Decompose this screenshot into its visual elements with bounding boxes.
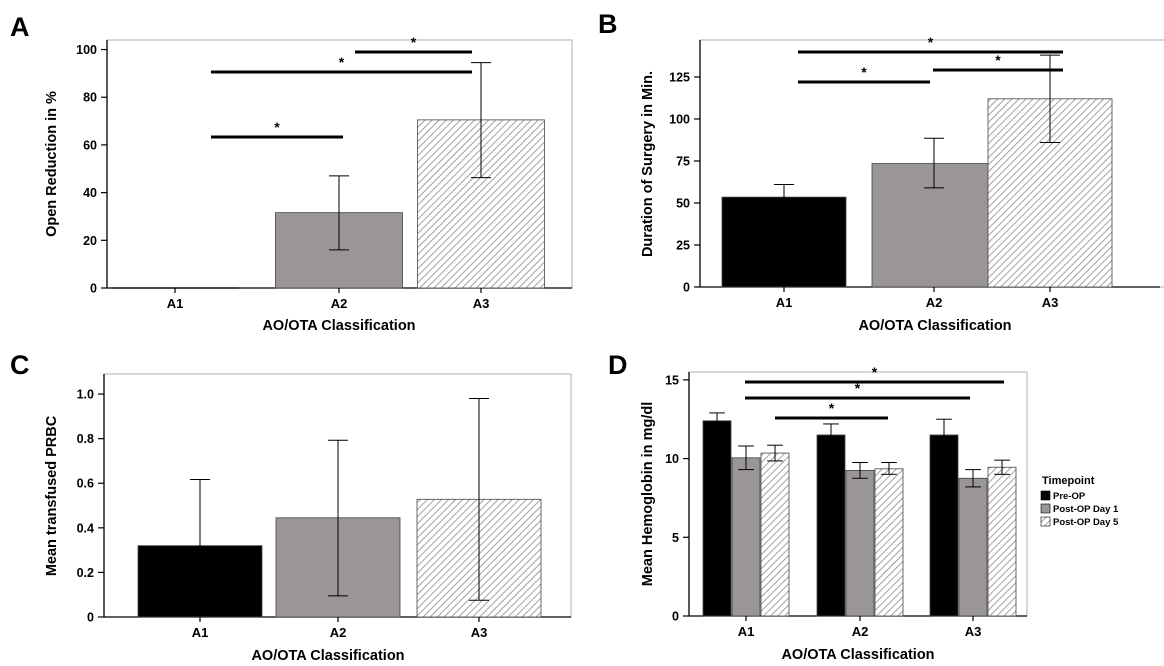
panel-c-category-label: A3 bbox=[471, 625, 488, 640]
panel-c-x-label: AO/OTA Classification bbox=[251, 648, 404, 664]
panel-c-letter: C bbox=[10, 350, 30, 380]
panel-d-bar-a3-series-1 bbox=[929, 434, 959, 617]
panel-a-x-label: AO/OTA Classification bbox=[262, 318, 415, 334]
panel-d-category-label: A2 bbox=[852, 624, 869, 639]
panel-a-category-label: A1 bbox=[167, 296, 184, 311]
panel-a-ytick-label: 100 bbox=[76, 43, 97, 57]
panel-b-ytick-label: 0 bbox=[683, 281, 690, 295]
panel-a-letter: A bbox=[10, 12, 30, 42]
panel-c-ytick-label: 0 bbox=[87, 611, 94, 625]
panel-c-category-label: A2 bbox=[330, 625, 347, 640]
panel-a-ytick-label: 60 bbox=[83, 138, 97, 152]
legend-label-post-op-day-5: Post-OP Day 5 bbox=[1053, 517, 1119, 528]
panel-c-ytick-label: 0.8 bbox=[77, 432, 94, 446]
panel-c-y-label: Mean transfused PRBC bbox=[44, 415, 60, 576]
panel-d-ytick-label: 5 bbox=[672, 531, 679, 545]
panel-b-category-label: A2 bbox=[926, 295, 943, 310]
legend-swatch-pre-op bbox=[1040, 490, 1051, 501]
panel-c-ytick-label: 0.2 bbox=[77, 566, 94, 580]
panel-d-bar-a1-series-1 bbox=[702, 420, 732, 617]
panel-d-significance-star: * bbox=[829, 400, 835, 416]
panel-b-significance-star: * bbox=[928, 34, 934, 50]
panel-a-category-label: A3 bbox=[473, 296, 490, 311]
panel-b-ytick-label: 100 bbox=[669, 112, 690, 126]
panel-a-y-label: Open Reduction in % bbox=[44, 91, 60, 237]
panel-d-legend: Timepoint Pre-OP Post-OP Day 1 Post-OP D… bbox=[1040, 475, 1119, 528]
panel-d-ytick-label: 10 bbox=[665, 452, 679, 466]
panel-b-ytick-label: 75 bbox=[676, 154, 690, 168]
panel-b-bar-a1 bbox=[721, 196, 847, 288]
panel-a-ytick-label: 40 bbox=[83, 186, 97, 200]
panel-d-bar-a1-series-2 bbox=[731, 457, 761, 617]
panel-d-bar-a1-series-3 bbox=[760, 452, 790, 617]
panel-d-bar-a2-series-1 bbox=[816, 434, 846, 617]
panel-a-significance-star: * bbox=[274, 119, 280, 135]
panel-d-bar-a2-series-2 bbox=[845, 469, 875, 617]
panel-a-chart: 0 20 40 60 80 100 * * * A1 A2 A3 AO/OTA Classific… bbox=[44, 34, 573, 334]
panel-b-letter: B bbox=[598, 9, 618, 39]
panel-d-category-label: A1 bbox=[738, 624, 755, 639]
panel-b-y-label: Duration of Surgery in Min. bbox=[640, 71, 656, 257]
panel-c-category-label: A1 bbox=[192, 625, 209, 640]
panel-d-x-label: AO/OTA Classification bbox=[781, 647, 934, 663]
panel-a-significance-star: * bbox=[339, 54, 345, 70]
panel-b-ytick-label: 25 bbox=[676, 238, 690, 252]
panel-d-bar-a2-series-3 bbox=[874, 468, 904, 617]
panel-c-ytick-label: 1.0 bbox=[77, 388, 94, 402]
legend-label-pre-op: Pre-OP bbox=[1053, 491, 1086, 502]
panel-d-bar-a3-series-2 bbox=[958, 477, 988, 617]
panel-b-x-label: AO/OTA Classification bbox=[858, 318, 1011, 334]
panel-d-letter: D bbox=[608, 350, 628, 380]
panel-b-significance-star: * bbox=[861, 64, 867, 80]
panel-a-ytick-label: 20 bbox=[83, 234, 97, 248]
panel-d-significance-star: * bbox=[855, 380, 861, 396]
panel-c-ytick-label: 0.4 bbox=[77, 521, 94, 535]
panel-b-chart: 0 25 50 75 100 125 * * * A1 A2 A3 AO/OTA Classifi… bbox=[640, 34, 1164, 334]
panel-a-category-label: A2 bbox=[331, 296, 348, 311]
panel-d-y-label: Mean Hemoglobin in mg/dl bbox=[640, 402, 656, 586]
panel-b-category-label: A3 bbox=[1042, 295, 1059, 310]
panel-b-ytick-label: 50 bbox=[676, 196, 690, 210]
legend-swatch-post-op-day-1 bbox=[1040, 503, 1051, 514]
panel-a-ytick-label: 0 bbox=[90, 282, 97, 296]
panel-d-bar-a3-series-3 bbox=[987, 466, 1017, 617]
panel-c-chart: 0 0.2 0.4 0.6 0.8 1.0 A1 A2 A3 AO/OTA Classific… bbox=[44, 373, 572, 664]
panel-c-ytick-label: 0.6 bbox=[77, 477, 94, 491]
panel-d-ytick-label: 15 bbox=[665, 373, 679, 387]
panel-b-significance-star: * bbox=[995, 52, 1001, 68]
panel-b-category-label: A1 bbox=[776, 295, 793, 310]
panel-a-ytick-label: 80 bbox=[83, 91, 97, 105]
panel-b-ytick-label: 125 bbox=[669, 70, 690, 84]
legend-label-post-op-day-1: Post-OP Day 1 bbox=[1053, 504, 1119, 515]
panel-d-significance-star: * bbox=[872, 364, 878, 380]
legend-title: Timepoint bbox=[1042, 475, 1095, 487]
panel-d-ytick-label: 0 bbox=[672, 610, 679, 624]
panel-a-significance-star: * bbox=[411, 34, 417, 50]
panel-d-category-label: A3 bbox=[965, 624, 982, 639]
legend-swatch-post-op-day-5 bbox=[1040, 516, 1051, 527]
